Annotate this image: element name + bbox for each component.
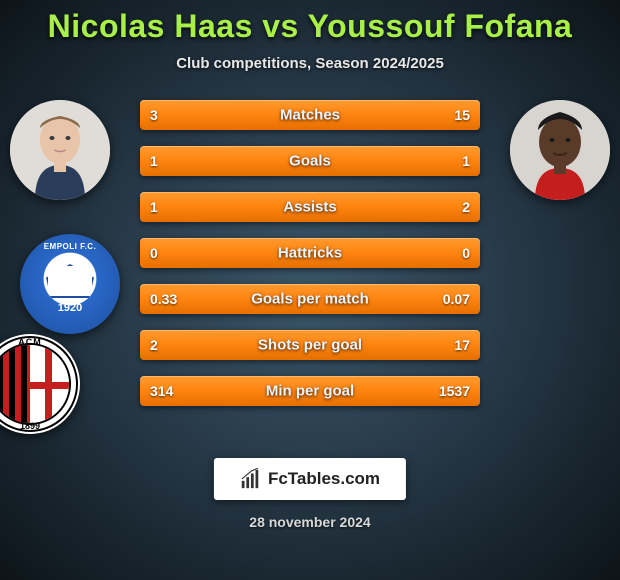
stat-left-value: 1 <box>150 199 158 215</box>
badge-inner <box>0 343 71 425</box>
club-left-name: EMPOLI F.C. <box>44 242 97 251</box>
stat-left-value: 0.33 <box>150 291 177 307</box>
club-left-badge: EMPOLI F.C. <box>20 234 120 334</box>
stat-row-hattricks: 0 Hattricks 0 <box>140 238 480 268</box>
stat-label: Hattricks <box>278 245 342 262</box>
badge-stripes <box>0 345 30 423</box>
stat-left-value: 1 <box>150 153 158 169</box>
stat-right-value: 15 <box>454 107 470 123</box>
stat-label: Shots per goal <box>258 337 362 354</box>
player-left-photo <box>10 100 110 200</box>
stat-row-goals: 1 Goals 1 <box>140 146 480 176</box>
avatar-icon <box>10 100 110 200</box>
comparison-area: EMPOLI F.C. ACM 1899 3 Matches 15 1 Go <box>0 100 620 420</box>
stat-bars: 3 Matches 15 1 Goals 1 1 Assists 2 0 Hat… <box>140 100 480 422</box>
stat-left-value: 314 <box>150 383 173 399</box>
stat-right-value: 1537 <box>439 383 470 399</box>
chart-icon <box>240 468 262 490</box>
date-text: 28 november 2024 <box>214 514 406 530</box>
stat-right-value: 1 <box>462 153 470 169</box>
stat-label: Min per goal <box>266 383 354 400</box>
stat-right-value: 0 <box>462 245 470 261</box>
player-right-photo <box>510 100 610 200</box>
stat-label: Matches <box>280 107 340 124</box>
page-title: Nicolas Haas vs Youssouf Fofana <box>0 8 620 45</box>
footer: FcTables.com 28 november 2024 <box>214 458 406 530</box>
stat-right-value: 2 <box>462 199 470 215</box>
stat-left-value: 0 <box>150 245 158 261</box>
stat-label: Assists <box>283 199 336 216</box>
logo-text: FcTables.com <box>268 469 380 489</box>
stat-row-min-per-goal: 314 Min per goal 1537 <box>140 376 480 406</box>
stat-left-value: 2 <box>150 337 158 353</box>
stat-right-value: 17 <box>454 337 470 353</box>
stat-row-goals-per-match: 0.33 Goals per match 0.07 <box>140 284 480 314</box>
stat-row-shots-per-goal: 2 Shots per goal 17 <box>140 330 480 360</box>
stat-label: Goals <box>289 153 331 170</box>
badge-cross-h <box>30 382 69 389</box>
logo-box[interactable]: FcTables.com <box>214 458 406 500</box>
avatar-icon <box>510 100 610 200</box>
stat-left-value: 3 <box>150 107 158 123</box>
page-subtitle: Club competitions, Season 2024/2025 <box>0 55 620 72</box>
stat-row-matches: 3 Matches 15 <box>140 100 480 130</box>
content-root: Nicolas Haas vs Youssouf Fofana Club com… <box>0 0 620 580</box>
club-right-acronym: ACM <box>18 337 42 347</box>
stat-row-assists: 1 Assists 2 <box>140 192 480 222</box>
club-right-badge: ACM 1899 <box>0 334 80 434</box>
stat-right-value: 0.07 <box>443 291 470 307</box>
stat-label: Goals per match <box>251 291 369 308</box>
club-right-year: 1899 <box>20 421 40 431</box>
